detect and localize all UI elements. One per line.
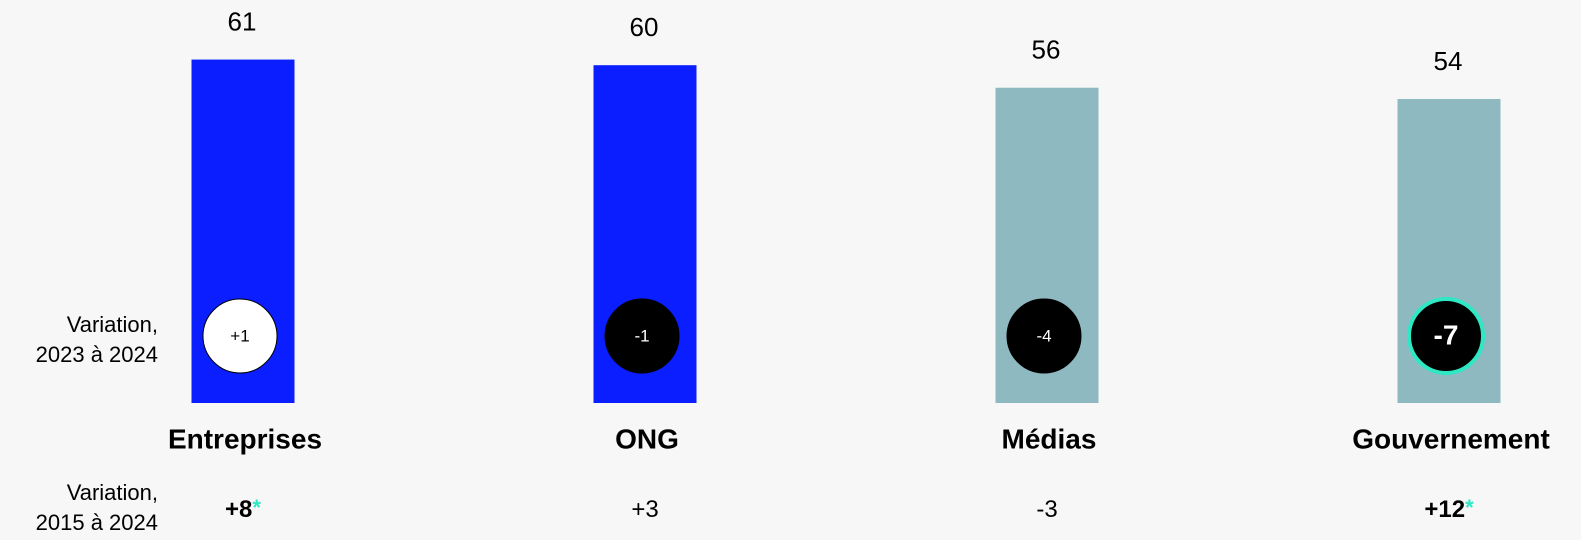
change-circle: [604, 298, 680, 374]
change-label: -7: [1434, 319, 1459, 350]
change-circle: [1407, 297, 1485, 375]
category-label: ONG: [615, 423, 679, 454]
change-label: -1: [634, 326, 649, 345]
change-label: +1: [230, 326, 249, 345]
category-label: Entreprises: [168, 423, 322, 454]
long-change-value: +8: [225, 496, 252, 523]
value-label: 60: [630, 12, 659, 42]
row-label: 2015 à 2024: [36, 510, 158, 535]
change-circle: [1006, 298, 1082, 374]
change-circle: [202, 298, 278, 374]
significance-marker: *: [1465, 495, 1474, 520]
row-label: Variation,: [67, 480, 158, 505]
long-change-value: +3: [631, 496, 658, 523]
change-label: -4: [1036, 326, 1051, 345]
significance-marker: *: [252, 495, 261, 520]
long-change-value: +12: [1424, 496, 1465, 523]
long-change-label: +12*: [1424, 495, 1474, 524]
category-label: Gouvernement: [1352, 423, 1550, 454]
value-label: 56: [1032, 35, 1061, 65]
row-label: 2023 à 2024: [36, 342, 158, 367]
long-change-value: -3: [1036, 496, 1057, 523]
category-label: Médias: [1002, 423, 1097, 454]
long-change-label: +8*: [225, 495, 261, 524]
long-change-label: -3: [1036, 496, 1057, 523]
row-label: Variation,: [67, 312, 158, 337]
value-label: 54: [1434, 46, 1463, 76]
long-change-label: +3: [631, 496, 658, 523]
value-label: 61: [228, 6, 257, 36]
